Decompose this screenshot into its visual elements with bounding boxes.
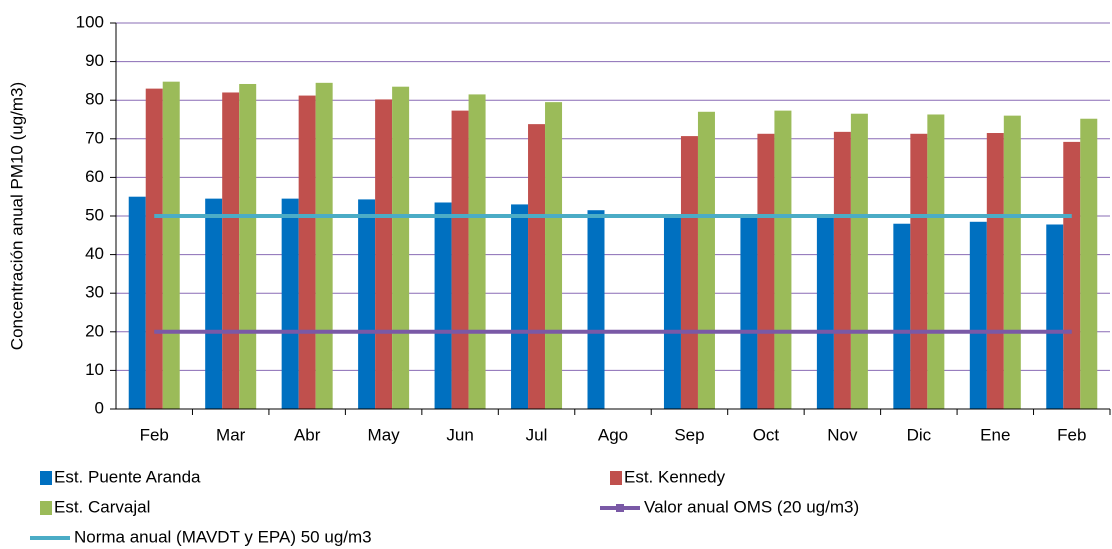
y-tick-label: 0 bbox=[95, 398, 104, 417]
bar bbox=[893, 223, 911, 409]
x-tick-label: Ago bbox=[598, 425, 628, 444]
bar bbox=[315, 82, 333, 409]
bar bbox=[1046, 224, 1064, 409]
legend-label: Norma anual (MAVDT y EPA) 50 ug/m3 bbox=[74, 527, 372, 546]
y-tick-label: 70 bbox=[85, 128, 104, 147]
y-tick-label: 10 bbox=[85, 360, 104, 379]
y-tick-label: 30 bbox=[85, 283, 104, 302]
y-tick-label: 40 bbox=[85, 244, 104, 263]
x-tick-label: Ene bbox=[980, 425, 1010, 444]
legend-swatch bbox=[40, 471, 52, 485]
bar bbox=[281, 198, 299, 409]
bar bbox=[222, 92, 240, 409]
bar bbox=[468, 94, 486, 409]
bar bbox=[545, 102, 563, 409]
bar bbox=[451, 110, 469, 409]
bar bbox=[774, 110, 792, 409]
y-axis-label: Concentración anual PM10 (ug/m3) bbox=[7, 82, 26, 350]
bar bbox=[757, 133, 775, 410]
legend-label: Est. Puente Aranda bbox=[54, 467, 201, 486]
bar bbox=[434, 202, 452, 409]
bar bbox=[1003, 115, 1021, 409]
y-tick-label: 90 bbox=[85, 51, 104, 70]
y-tick-label: 100 bbox=[76, 12, 104, 31]
bar bbox=[358, 199, 376, 409]
x-tick-label: Abr bbox=[294, 425, 321, 444]
bar bbox=[528, 124, 546, 409]
bar bbox=[740, 216, 758, 409]
x-tick-label: Sep bbox=[674, 425, 704, 444]
x-tick-label: May bbox=[368, 425, 401, 444]
x-tick-label: Mar bbox=[216, 425, 246, 444]
bar bbox=[375, 99, 393, 409]
bar bbox=[1080, 118, 1098, 409]
bar bbox=[587, 210, 605, 409]
x-tick-label: Jul bbox=[526, 425, 548, 444]
bar bbox=[850, 113, 868, 410]
bar bbox=[927, 114, 945, 410]
x-tick-label: Nov bbox=[827, 425, 858, 444]
legend-swatch bbox=[610, 471, 622, 485]
bar bbox=[145, 88, 163, 410]
bar bbox=[680, 136, 698, 409]
bar bbox=[128, 196, 146, 409]
bar bbox=[239, 83, 257, 409]
bar bbox=[298, 95, 316, 410]
bar bbox=[969, 221, 987, 409]
bar bbox=[392, 86, 410, 409]
legend-label: Valor anual OMS (20 ug/m3) bbox=[644, 497, 859, 516]
bar bbox=[910, 133, 928, 410]
legend-label: Est. Carvajal bbox=[54, 497, 150, 516]
x-tick-label: Jun bbox=[446, 425, 473, 444]
y-tick-label: 20 bbox=[85, 321, 104, 340]
x-tick-label: Feb bbox=[1057, 425, 1086, 444]
bar bbox=[816, 216, 834, 409]
legend-label: Est. Kennedy bbox=[624, 467, 726, 486]
bar bbox=[511, 204, 529, 409]
y-tick-label: 60 bbox=[85, 167, 104, 186]
bar bbox=[663, 216, 681, 409]
bar bbox=[697, 111, 715, 409]
legend-marker bbox=[616, 504, 624, 512]
y-tick-label: 50 bbox=[85, 205, 104, 224]
bar bbox=[205, 198, 223, 409]
x-tick-label: Feb bbox=[140, 425, 169, 444]
bar bbox=[162, 81, 180, 409]
legend-swatch bbox=[40, 501, 52, 515]
x-tick-label: Oct bbox=[753, 425, 780, 444]
bar bbox=[833, 131, 851, 410]
y-tick-label: 80 bbox=[85, 90, 104, 109]
bar bbox=[1063, 141, 1081, 409]
bar bbox=[986, 133, 1004, 409]
x-tick-label: Dic bbox=[907, 425, 932, 444]
